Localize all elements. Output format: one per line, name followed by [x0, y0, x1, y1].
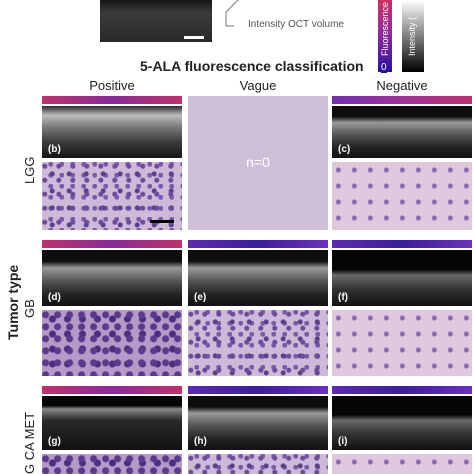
histology-panel-met-positive: [42, 454, 182, 474]
oct-panel-h: (h): [188, 396, 328, 450]
fluorescence-bar-met-negative: [332, 386, 472, 394]
colorbar-zero-label: 0: [381, 62, 387, 73]
panel-label-f: (f): [338, 292, 348, 303]
oct-volume-image: [100, 0, 212, 42]
panel-label-d: (d): [48, 292, 61, 303]
histology-panel-gb-negative: [332, 310, 472, 376]
fluorescence-bar-gb-negative: [332, 240, 472, 248]
histology-panel-lgg-positive: [42, 162, 182, 230]
empty-panel-lgg-vague: n=0: [188, 96, 328, 230]
scale-bar: [184, 36, 204, 39]
histology-panel-gb-positive: [42, 310, 182, 376]
figure-title: 5-ALA fluorescence classification: [140, 58, 364, 74]
fluorescence-bar-met-vague: [188, 386, 328, 394]
oct-panel-i: (i): [332, 396, 472, 450]
column-header-vague: Vague: [239, 78, 277, 93]
oct-panel-f: (f): [332, 250, 472, 306]
histology-panel-met-vague: [188, 454, 328, 474]
colorbar-fluorescence-label: Fluorescence: [380, 1, 390, 56]
histology-panel-met-negative: [332, 454, 472, 474]
histology-scale-bar: [150, 220, 174, 223]
oct-panel-e: (e): [188, 250, 328, 306]
row-axis-label: Tumor type: [5, 264, 21, 340]
histology-panel-gb-vague: [188, 310, 328, 376]
panel-label-e: (e): [194, 292, 207, 303]
fluorescence-bar-lgg-negative: [332, 96, 472, 104]
pointer-line: [225, 0, 239, 27]
fluorescence-bar-lgg-positive: [42, 96, 182, 104]
intensity-colorbar: [402, 0, 424, 72]
panel-label-b: (b): [48, 144, 61, 155]
column-header-negative: Negative: [376, 78, 428, 93]
oct-panel-d: (d): [42, 250, 182, 306]
fluorescence-bar-gb-positive: [42, 240, 182, 248]
oct-panel-g: (g): [42, 396, 182, 450]
fluorescence-bar-gb-vague: [188, 240, 328, 248]
panel-label-i: (i): [338, 436, 348, 447]
histology-panel-lgg-negative: [332, 162, 472, 230]
oct-panel-b: (b): [42, 106, 182, 158]
panel-label-c: (c): [338, 144, 351, 155]
row-label-gb: GB: [22, 299, 37, 318]
intensity-oct-label: Intensity OCT volume: [248, 19, 344, 30]
panel-label-h: (h): [194, 436, 207, 447]
colorbar-intensity-label: Intensity (: [407, 16, 417, 56]
row-label-met: G CA MET: [22, 411, 37, 474]
empty-panel-count: n=0: [246, 154, 270, 170]
panel-label-g: (g): [48, 436, 61, 447]
fluorescence-bar-met-positive: [42, 386, 182, 394]
row-label-lgg: LGG: [22, 156, 37, 184]
oct-panel-c: (c): [332, 106, 472, 158]
fluorescence-colorbar: [378, 0, 392, 72]
column-header-positive: Positive: [89, 78, 135, 93]
